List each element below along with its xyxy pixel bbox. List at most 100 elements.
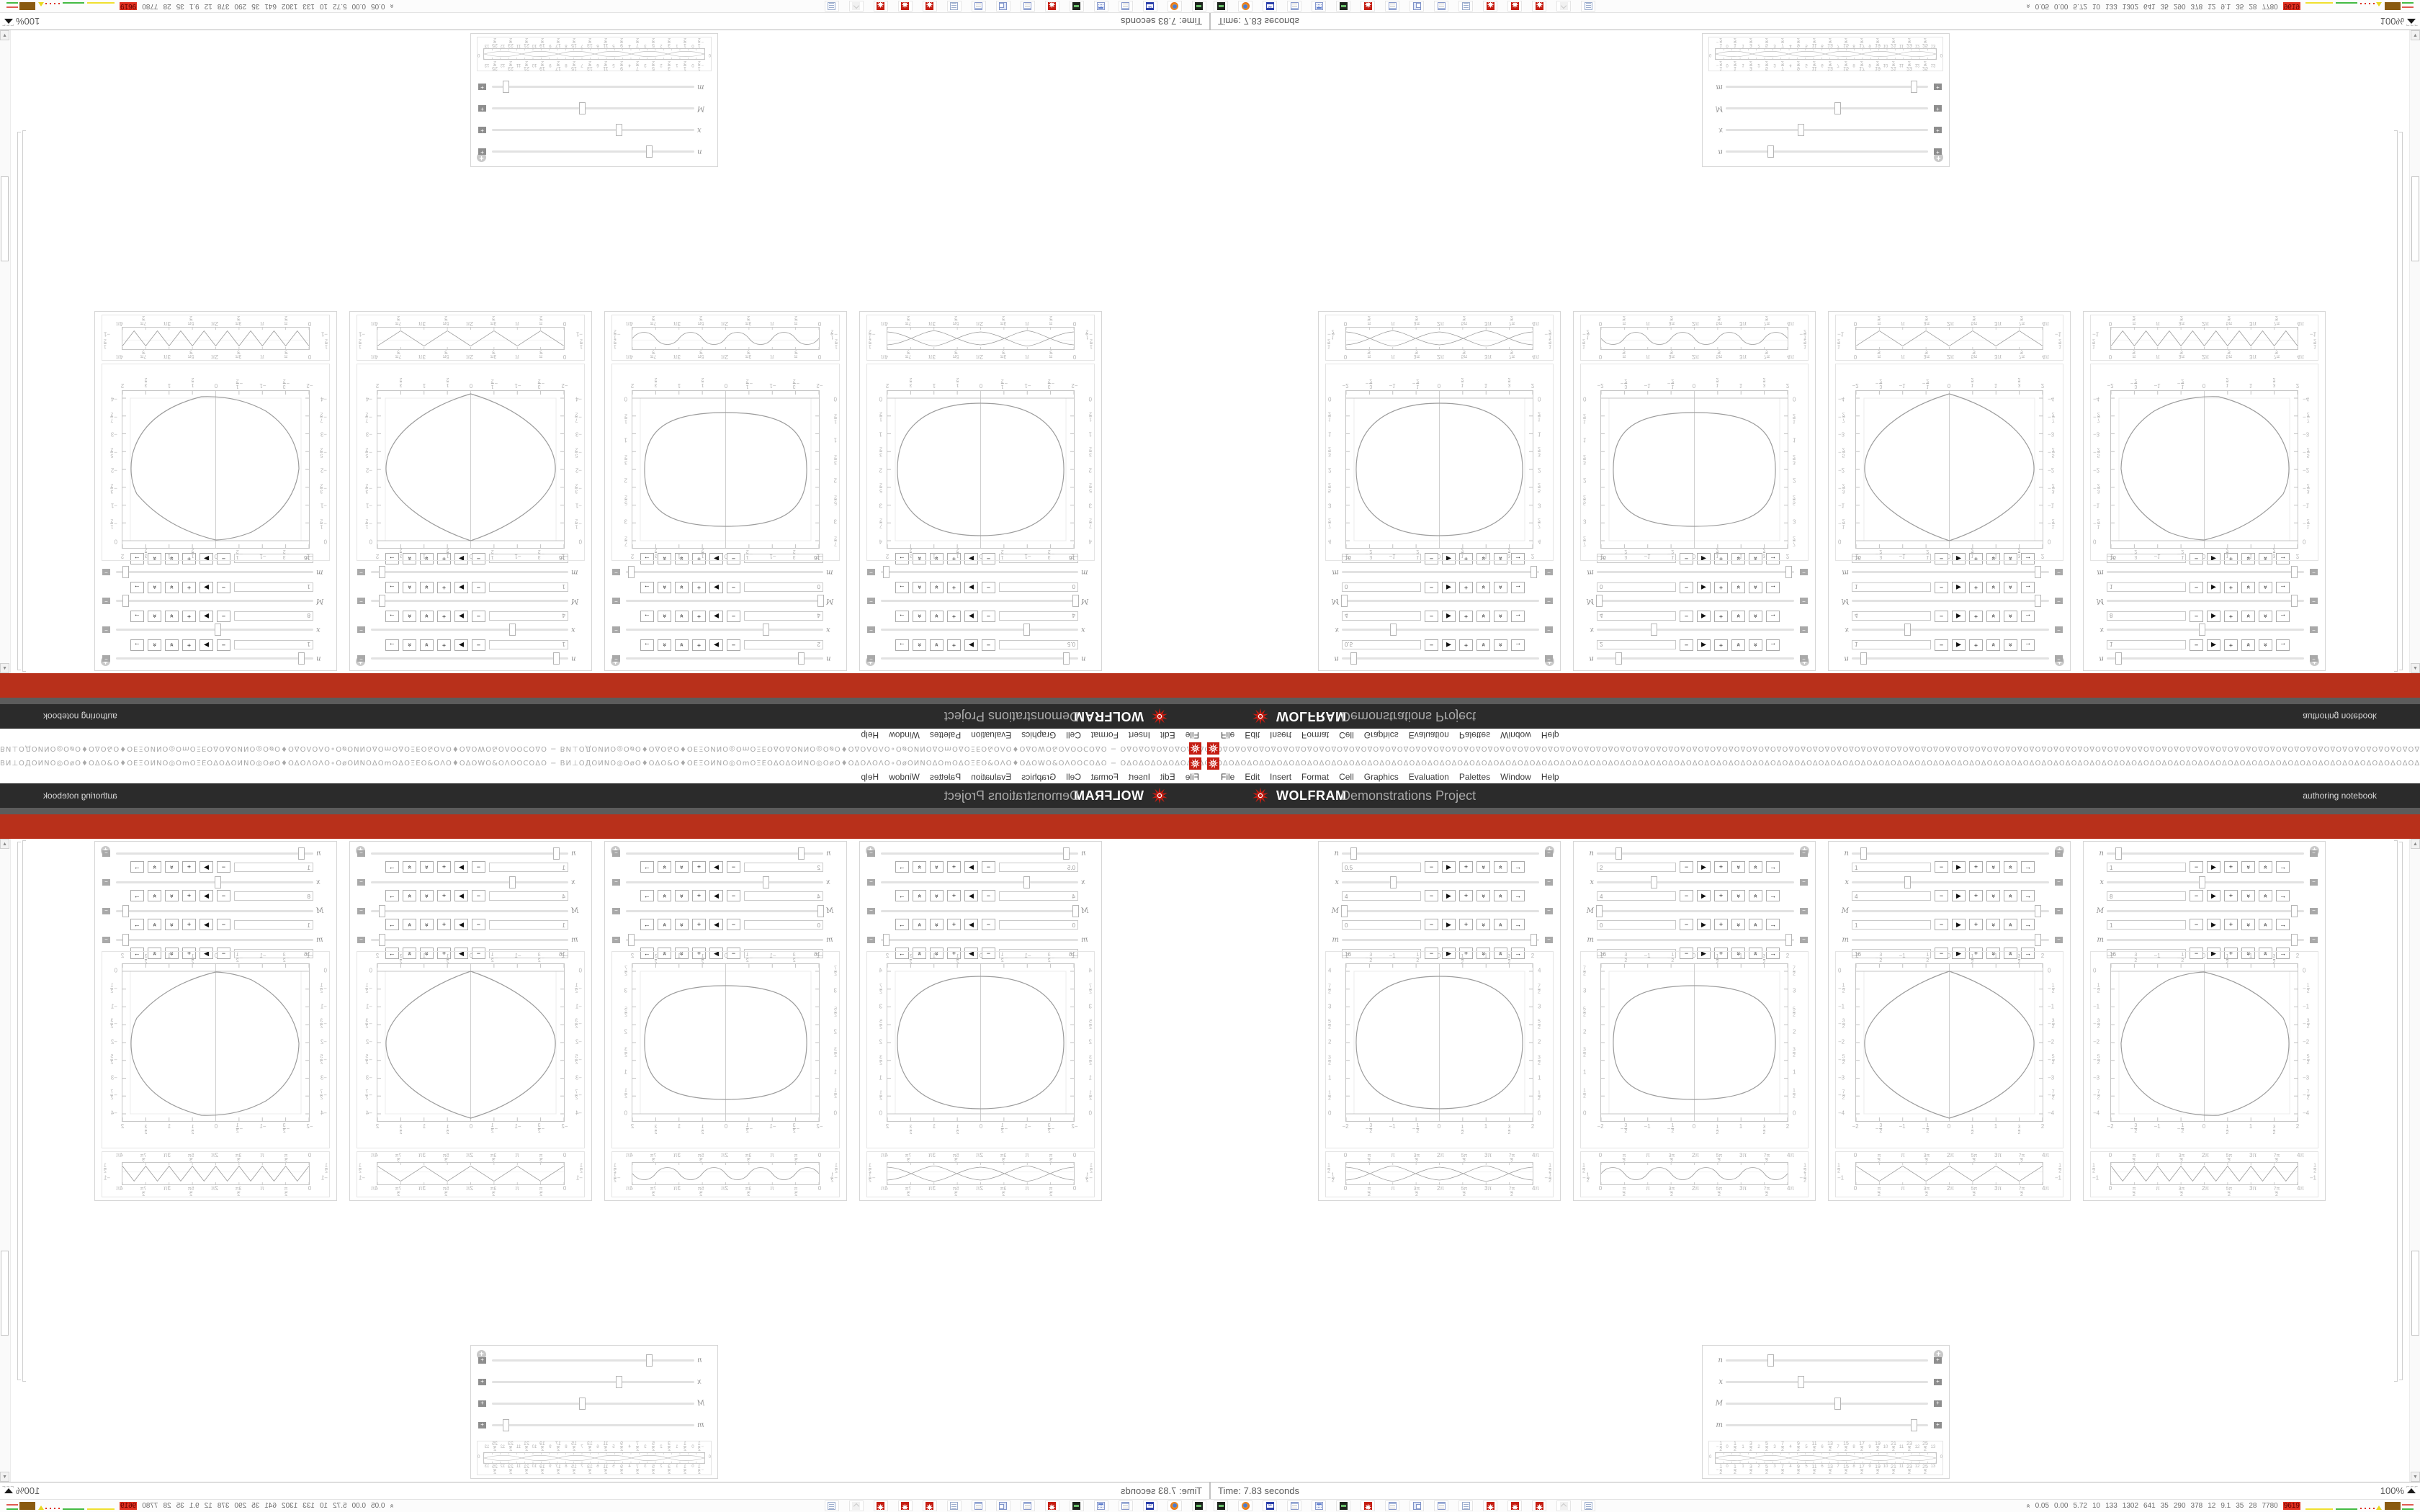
menu-item-palettes[interactable]: Palettes [929, 730, 962, 740]
faster-button[interactable]: « [165, 639, 179, 651]
play-button[interactable]: ▶ [2207, 582, 2220, 593]
slower-button[interactable]: « [403, 890, 416, 901]
step-up-button[interactable]: + [1714, 611, 1728, 622]
slider-track[interactable] [2107, 624, 2304, 636]
magnification-control[interactable]: 100% [2380, 1482, 2416, 1499]
collapse-box-icon[interactable]: − [357, 569, 365, 577]
step-down-button[interactable]: − [1425, 919, 1438, 930]
slider-track[interactable] [626, 595, 825, 608]
collapse-box-icon[interactable]: − [102, 569, 110, 577]
slider-track[interactable] [626, 624, 823, 636]
step-up-button[interactable]: + [692, 611, 706, 622]
expand-box-icon[interactable]: + [1934, 105, 1942, 113]
play-button[interactable]: ▶ [709, 611, 723, 622]
slower-button[interactable]: « [1494, 611, 1507, 622]
expand-box-icon[interactable]: + [1934, 148, 1942, 156]
slider-track[interactable] [1340, 595, 1539, 608]
faster-button[interactable]: « [420, 919, 434, 930]
slider-thumb[interactable] [215, 876, 222, 888]
play-button[interactable]: ▶ [1952, 919, 1966, 930]
collapse-box-icon[interactable]: − [357, 878, 365, 886]
play-button[interactable]: ▶ [964, 611, 978, 622]
taskbar-calculator-icon[interactable] [1094, 1500, 1108, 1511]
direction-button[interactable]: → [2021, 611, 2035, 622]
slider-track[interactable] [1852, 933, 2049, 946]
collapse-box-icon[interactable]: − [102, 655, 110, 663]
slower-button[interactable]: « [2004, 639, 2017, 651]
slider-track[interactable] [371, 566, 568, 579]
play-button[interactable]: ▶ [709, 639, 723, 651]
slower-button[interactable]: « [913, 919, 926, 930]
step-down-button[interactable]: − [982, 639, 995, 651]
step-up-button[interactable]: + [182, 611, 196, 622]
menu-item-file[interactable]: File [1185, 730, 1199, 740]
collapse-box-icon[interactable]: − [867, 655, 875, 663]
step-down-button[interactable]: − [2190, 861, 2203, 873]
slider-track[interactable] [881, 876, 1078, 888]
value-field[interactable]: 4 [489, 611, 568, 621]
slider-track[interactable] [1726, 81, 1928, 94]
value-field[interactable]: 0 [1597, 919, 1676, 930]
step-up-button[interactable]: + [947, 582, 961, 593]
menu-item-window[interactable]: Window [1500, 730, 1531, 740]
slider-thumb[interactable] [1904, 624, 1911, 636]
value-field[interactable]: 4 [1342, 891, 1421, 901]
faster-button[interactable]: « [930, 611, 944, 622]
play-button[interactable]: ▶ [2207, 861, 2220, 873]
taskbar-mathematica-spikey-icon[interactable] [1361, 1500, 1375, 1511]
slider-thumb[interactable] [1797, 124, 1804, 137]
play-button[interactable]: ▶ [964, 919, 978, 930]
faster-button[interactable]: « [930, 919, 944, 930]
slider-track[interactable] [2107, 904, 2304, 917]
direction-button[interactable]: → [2021, 639, 2035, 651]
slider-track[interactable] [1342, 876, 1539, 888]
value-field[interactable]: 2 [744, 862, 823, 872]
collapse-box-icon[interactable]: − [2055, 878, 2063, 886]
collapse-box-icon[interactable]: − [357, 598, 365, 606]
menu-item-edit[interactable]: Edit [1160, 772, 1175, 782]
slower-button[interactable]: « [1494, 639, 1507, 651]
magnification-dropdown-icon[interactable] [2407, 1488, 2416, 1493]
collapse-box-icon[interactable]: − [1800, 936, 1808, 943]
taskbar-mathematica-spikey-icon[interactable] [923, 1500, 937, 1511]
collapse-box-icon[interactable]: − [102, 878, 110, 886]
slider-thumb[interactable] [2291, 595, 2298, 608]
slider-track[interactable] [881, 566, 1078, 579]
play-button[interactable]: ▶ [709, 582, 723, 593]
value-field[interactable]: 16 [2107, 948, 2186, 958]
step-up-button[interactable]: + [1969, 582, 1983, 593]
expand-box-icon[interactable]: + [478, 105, 486, 113]
taskbar-terminal-icon[interactable] [1214, 1, 1228, 12]
value-field[interactable]: 4 [1597, 891, 1676, 901]
step-up-button[interactable]: + [182, 582, 196, 593]
collapse-box-icon[interactable]: − [612, 878, 620, 886]
menu-item-help[interactable]: Help [1541, 730, 1559, 740]
step-up-button[interactable]: + [1459, 948, 1473, 959]
direction-button[interactable]: → [1766, 919, 1780, 930]
step-down-button[interactable]: − [217, 639, 230, 651]
collapse-box-icon[interactable]: − [1545, 936, 1553, 943]
taskbar-audio-icon[interactable] [1070, 1500, 1084, 1511]
value-field[interactable]: 0.5 [999, 862, 1078, 872]
menu-item-edit[interactable]: Edit [1245, 772, 1260, 782]
collapse-box-icon[interactable]: − [102, 936, 110, 943]
expand-box-icon[interactable]: + [1934, 1421, 1942, 1428]
value-field[interactable]: 0 [1597, 582, 1676, 593]
slower-button[interactable]: « [148, 611, 161, 622]
step-up-button[interactable]: + [1459, 890, 1473, 901]
play-button[interactable]: ▶ [1442, 582, 1456, 593]
menu-item-graphics[interactable]: Graphics [1021, 730, 1057, 740]
play-button[interactable]: ▶ [2207, 890, 2220, 901]
play-button[interactable]: ▶ [964, 639, 978, 651]
step-down-button[interactable]: − [1680, 890, 1693, 901]
play-button[interactable]: ▶ [1442, 919, 1456, 930]
play-button[interactable]: ▶ [454, 861, 468, 873]
collapse-box-icon[interactable]: − [612, 655, 620, 663]
slower-button[interactable]: « [2004, 948, 2017, 959]
menu-item-cell[interactable]: Cell [1339, 730, 1354, 740]
faster-button[interactable]: « [1476, 919, 1490, 930]
slider-thumb[interactable] [502, 81, 509, 94]
slider-track[interactable] [116, 566, 313, 579]
play-button[interactable]: ▶ [200, 919, 213, 930]
step-up-button[interactable]: + [1969, 919, 1983, 930]
